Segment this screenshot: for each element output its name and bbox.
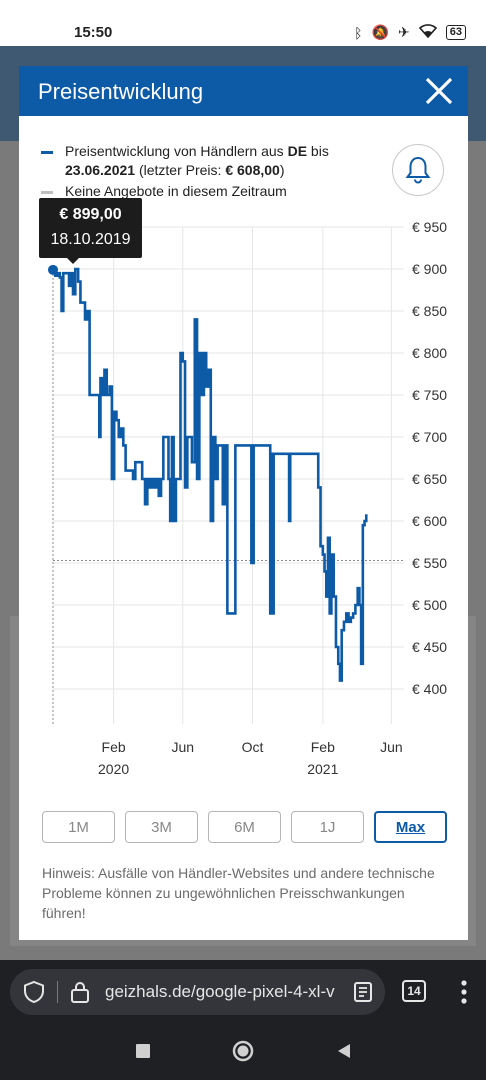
y-tick-label: € 900 <box>412 261 447 277</box>
shield-icon[interactable] <box>22 980 46 1004</box>
address-divider <box>57 981 58 1003</box>
browser-toolbar: geizhals.de/google-pixel-4-xl-v 14 <box>0 960 486 1024</box>
tooltip-date: 18.10.2019 <box>50 231 131 248</box>
range-button-6m[interactable]: 6M <box>208 811 281 843</box>
tooltip-arrow <box>67 258 79 264</box>
legend-text-prices: Preisentwicklung von Händlern aus DE bis… <box>65 143 329 178</box>
range-button-1j[interactable]: 1J <box>291 811 364 843</box>
x-tick-label: Feb <box>311 739 335 755</box>
more-menu-icon[interactable] <box>460 979 468 1005</box>
y-tick-label: € 650 <box>412 471 447 487</box>
home-button[interactable] <box>232 1040 254 1062</box>
range-button-max[interactable]: Max <box>374 811 447 843</box>
navigation-bar <box>0 1024 486 1080</box>
price-chart[interactable]: € 950 € 900 € 850 € 800 € 750 € 700 € 650 € 600… <box>19 194 468 794</box>
y-tick-label: € 950 <box>412 219 447 235</box>
lock-icon[interactable] <box>70 981 90 1003</box>
x-tick-label: Jun <box>171 739 194 755</box>
range-button-3m[interactable]: 3M <box>125 811 198 843</box>
wifi-icon <box>418 24 437 41</box>
chart-tooltip: € 899,00 18.10.2019 <box>39 198 142 264</box>
battery-icon: 63 <box>445 25 466 40</box>
modal-title: Preisentwicklung <box>38 79 204 104</box>
address-bar[interactable]: geizhals.de/google-pixel-4-xl-v <box>10 969 385 1015</box>
range-selector: 1M 3M 6M 1J Max <box>42 811 447 843</box>
airplane-icon: ✈ <box>398 24 410 40</box>
y-tick-label: € 550 <box>412 555 447 571</box>
chart-legend: Preisentwicklung von Händlern aus DE bis… <box>41 142 371 201</box>
y-tick-label: € 750 <box>412 387 447 403</box>
close-icon <box>425 77 453 105</box>
x-tick-label: Oct <box>242 739 264 755</box>
x-tick-year: 2021 <box>307 761 338 777</box>
x-tick-year: 2020 <box>98 761 129 777</box>
tooltip-price: € 899,00 <box>59 206 122 223</box>
legend-swatch-gray <box>41 191 53 194</box>
hint-text: Hinweis: Ausfälle von Händler-Websites u… <box>42 865 435 921</box>
x-tick-label: Feb <box>102 739 126 755</box>
legend-entry-no-offers: Keine Angebote in diesem Zeitraum <box>41 182 371 201</box>
y-tick-label: € 400 <box>412 681 447 697</box>
bell-icon <box>405 156 431 184</box>
y-tick-label: € 600 <box>412 513 447 529</box>
y-tick-label: € 850 <box>412 303 447 319</box>
hover-point <box>48 264 58 275</box>
status-time: 15:50 <box>74 24 113 41</box>
legend-swatch-blue <box>41 151 53 154</box>
range-button-1m[interactable]: 1M <box>42 811 115 843</box>
y-tick-label: € 500 <box>412 597 447 613</box>
price-history-modal: Preisentwicklung Preisentwicklung von Hä… <box>19 66 468 940</box>
close-button[interactable] <box>422 74 456 108</box>
modal-header: Preisentwicklung <box>19 66 468 116</box>
tab-count-button[interactable]: 14 <box>402 980 426 1002</box>
status-bar: 15:50 ᛒ 🔕 ✈ 63 <box>0 0 486 46</box>
y-tick-label: € 800 <box>412 345 447 361</box>
mute-bell-icon: 🔕 <box>371 24 390 40</box>
reader-mode-icon[interactable] <box>353 981 373 1003</box>
status-icons: ᛒ 🔕 ✈ 63 <box>354 24 466 41</box>
legend-entry-prices: Preisentwicklung von Händlern aus DE bis… <box>41 142 371 180</box>
bluetooth-icon: ᛒ <box>354 24 363 41</box>
recent-apps-button[interactable] <box>136 1044 150 1058</box>
back-button[interactable] <box>336 1043 352 1059</box>
price-alert-button[interactable] <box>392 144 444 196</box>
url-text[interactable]: geizhals.de/google-pixel-4-xl-v <box>105 982 335 1001</box>
y-tick-label: € 700 <box>412 429 447 445</box>
x-tick-label: Jun <box>380 739 403 755</box>
legend-text-no-offers: Keine Angebote in diesem Zeitraum <box>65 183 287 199</box>
y-tick-label: € 450 <box>412 639 447 655</box>
price-series-line <box>53 267 368 682</box>
